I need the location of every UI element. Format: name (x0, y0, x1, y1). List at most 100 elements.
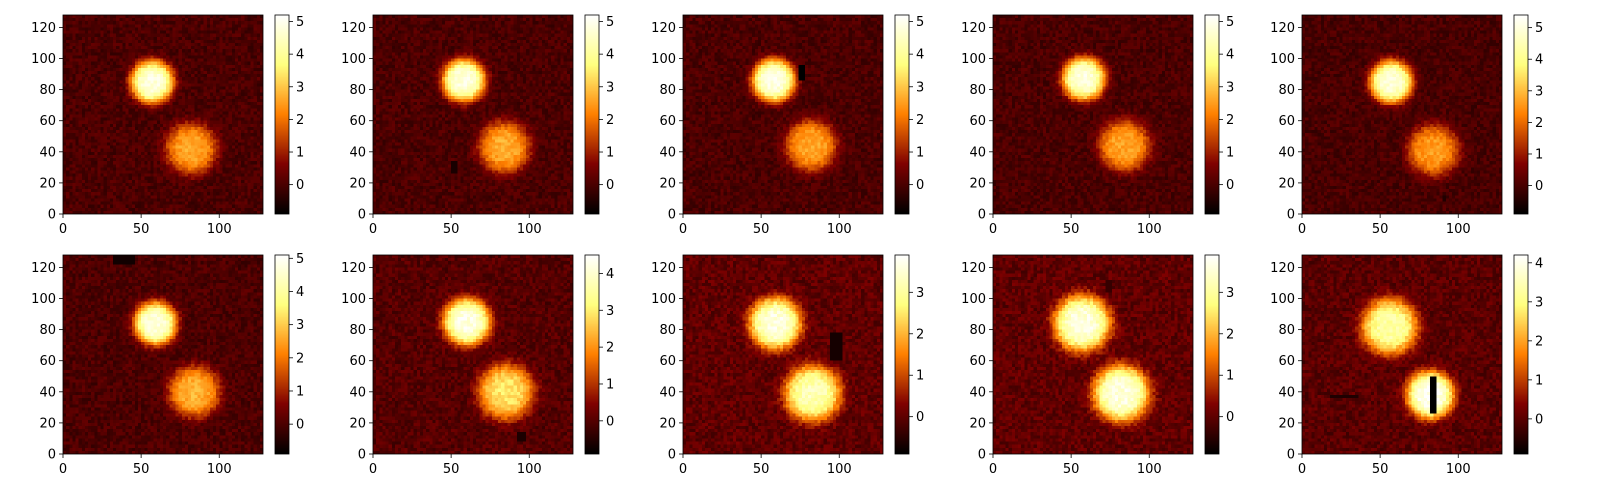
y-tick-label: 80 (969, 323, 986, 338)
colorbar-tick-label: 0 (916, 178, 924, 193)
y-tick-label: 100 (31, 52, 56, 67)
x-tick-label: 0 (369, 222, 377, 237)
y-tick-label: 0 (1287, 448, 1295, 463)
colorbar-tick-label: 1 (606, 377, 614, 392)
x-tick-label: 50 (1063, 222, 1080, 237)
colorbar-frame (1204, 14, 1220, 215)
colorbar-tick-label: 0 (296, 178, 304, 193)
y-tick-label: 40 (659, 385, 676, 400)
x-tick-label: 100 (517, 462, 542, 477)
y-tick-label: 60 (39, 354, 56, 369)
colorbar-tick-label: 3 (916, 80, 924, 95)
colorbar (895, 255, 909, 454)
heatmap-image (63, 255, 263, 454)
y-tick-label: 100 (31, 292, 56, 307)
axes-frame (992, 254, 1194, 455)
colorbar-frame (274, 14, 290, 215)
x-tick-label: 100 (207, 222, 232, 237)
colorbar-tick-label: 0 (1226, 410, 1234, 425)
y-tick-label: 20 (969, 176, 986, 191)
y-tick-label: 120 (961, 261, 986, 276)
heatmap-image (683, 15, 883, 214)
x-tick-label: 100 (207, 462, 232, 477)
y-tick-label: 60 (969, 354, 986, 369)
x-tick-label: 0 (59, 462, 67, 477)
colorbar-frame (1204, 254, 1220, 455)
colorbar-tick-label: 2 (916, 113, 924, 128)
y-tick-label: 40 (1278, 385, 1295, 400)
y-tick-label: 20 (969, 416, 986, 431)
x-tick-label: 100 (1137, 462, 1162, 477)
y-tick-label: 80 (39, 323, 56, 338)
y-tick-label: 60 (1278, 114, 1295, 129)
colorbar-frame (584, 254, 600, 455)
colorbar-tick-label: 2 (1226, 327, 1234, 342)
x-tick-label: 50 (133, 222, 150, 237)
y-tick-label: 0 (358, 208, 366, 223)
y-tick-label: 60 (659, 114, 676, 129)
y-tick-label: 0 (978, 208, 986, 223)
x-tick-label: 50 (133, 462, 150, 477)
colorbar-tick-label: 2 (916, 327, 924, 342)
y-tick-label: 0 (358, 448, 366, 463)
colorbar-frame (584, 14, 600, 215)
colorbar-tick-label: 5 (916, 15, 924, 30)
y-tick-label: 120 (31, 21, 56, 36)
y-tick-label: 20 (1278, 176, 1295, 191)
y-tick-label: 80 (1278, 323, 1295, 338)
y-tick-label: 20 (349, 176, 366, 191)
axes-frame (682, 14, 884, 215)
y-tick-label: 120 (31, 261, 56, 276)
heatmap-image (1302, 255, 1502, 454)
colorbar (895, 15, 909, 214)
colorbar-frame (1513, 14, 1529, 215)
y-tick-label: 40 (349, 145, 366, 160)
colorbar-tick-label: 2 (1535, 116, 1543, 131)
colorbar-tick-label: 4 (916, 48, 924, 63)
heatmap-panel-4: 0 50 100 0 20 40 60 80 100 120 0 1 2 3 4 5 (961, 14, 1234, 237)
x-tick-label: 50 (753, 462, 770, 477)
heatmap-image (1302, 15, 1502, 214)
y-tick-label: 80 (969, 83, 986, 98)
heatmap-panel-6: 0 50 100 0 20 40 60 80 100 120 0 1 2 3 4 5 (31, 252, 304, 477)
heatmap-image (63, 15, 263, 214)
y-tick-label: 0 (978, 448, 986, 463)
axes-frame (1301, 14, 1503, 215)
colorbar-tick-label: 5 (296, 15, 304, 30)
colorbar-tick-label: 1 (916, 146, 924, 161)
colorbar-tick-label: 3 (1226, 80, 1234, 95)
x-tick-label: 50 (443, 462, 460, 477)
heatmap-image (373, 15, 573, 214)
colorbar-tick-label: 4 (1226, 48, 1234, 63)
colorbar-tick-label: 1 (296, 384, 304, 399)
y-tick-label: 20 (349, 416, 366, 431)
axes-frame (62, 254, 264, 455)
y-tick-label: 80 (1278, 83, 1295, 98)
colorbar-tick-label: 4 (606, 267, 614, 282)
y-tick-label: 60 (1278, 354, 1295, 369)
colorbar-tick-label: 1 (1226, 146, 1234, 161)
colorbar-tick-label: 3 (1226, 286, 1234, 301)
y-tick-label: 100 (651, 52, 676, 67)
colorbar-tick-label: 0 (606, 178, 614, 193)
y-tick-label: 80 (659, 323, 676, 338)
colorbar-tick-label: 0 (606, 414, 614, 429)
colorbar-frame (894, 254, 910, 455)
colorbar (1205, 15, 1219, 214)
x-tick-label: 0 (989, 462, 997, 477)
colorbar (1205, 255, 1219, 454)
colorbar-tick-label: 3 (606, 80, 614, 95)
x-tick-label: 50 (1372, 222, 1389, 237)
axes-frame (62, 14, 264, 215)
x-tick-label: 0 (59, 222, 67, 237)
y-tick-label: 60 (969, 114, 986, 129)
colorbar-tick-label: 2 (606, 341, 614, 356)
y-tick-label: 120 (651, 261, 676, 276)
colorbar-frame (274, 254, 290, 455)
y-tick-label: 60 (659, 354, 676, 369)
y-tick-label: 120 (341, 21, 366, 36)
x-tick-label: 100 (517, 222, 542, 237)
colorbar-tick-label: 3 (916, 286, 924, 301)
colorbar-tick-label: 0 (1535, 179, 1543, 194)
heatmap-panel-8: 0 50 100 0 20 40 60 80 100 120 0 1 2 3 (651, 254, 924, 477)
